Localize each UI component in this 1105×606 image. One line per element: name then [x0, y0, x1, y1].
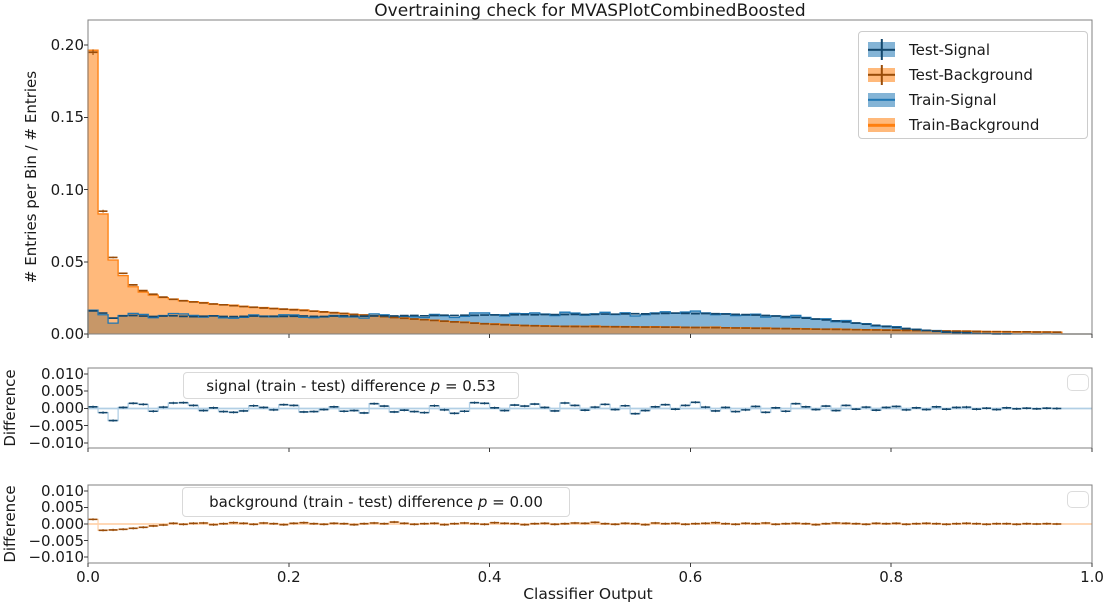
signal-diff-ytick-label: −0.010 — [28, 434, 84, 452]
background-diff-ytick-label: −0.010 — [28, 548, 84, 566]
annotation-text: signal (train - test) difference — [206, 376, 431, 395]
signal-diff-annotation: signal (train - test) difference p = 0.5… — [183, 372, 519, 399]
main-ytick-label: 0.00 — [50, 325, 84, 343]
legend-label: Train-Signal — [909, 90, 997, 109]
p-symbol: p — [430, 376, 441, 395]
main-ytick-label: 0.05 — [50, 253, 84, 271]
xtick-label: 0.2 — [276, 568, 301, 586]
legend-item-train-signal: Train-Signal — [868, 87, 1087, 112]
background-diff-steps — [88, 518, 1092, 532]
legend-item-test-signal: Test-Signal — [868, 37, 1087, 62]
empty-legend-box — [1067, 491, 1089, 508]
main-ytick-label: 0.10 — [50, 181, 84, 199]
legend: Test-Signal Test-Background Train-Signal… — [858, 31, 1088, 139]
legend-label: Train-Background — [909, 116, 1040, 135]
background-diff-ytick-label: 0.010 — [41, 482, 84, 500]
background-diff-annotation: background (train - test) difference p =… — [182, 487, 570, 517]
xtick-label: 0.8 — [879, 568, 904, 586]
empty-legend-box — [1067, 374, 1089, 391]
test-background-errorbar-swatch-icon — [868, 64, 895, 86]
xtick-label: 0.6 — [678, 568, 703, 586]
signal-diff-ytick-label: 0.010 — [41, 365, 84, 383]
main-y-axis-label: # Entries per Bin / # Entries — [22, 70, 40, 284]
xtick-label: 0.0 — [76, 568, 100, 586]
signal-diff-y-axis-label: Difference — [1, 369, 19, 447]
background-diff-ytick-label: 0.000 — [41, 515, 84, 533]
signal-diff-steps — [88, 401, 1092, 422]
test-signal-errorbar-swatch-icon — [868, 39, 895, 60]
legend-item-test-background: Test-Background — [868, 62, 1087, 87]
background-diff-ytick-label: −0.005 — [28, 532, 84, 550]
annotation-text: background (train - test) difference — [209, 493, 478, 511]
xtick-label: 1.0 — [1080, 568, 1104, 586]
legend-label: Test-Background — [909, 65, 1033, 84]
background-diff-ytick-label: 0.005 — [41, 498, 84, 516]
train-signal-swatch-icon — [868, 92, 895, 108]
signal-diff-ytick-label: 0.000 — [41, 399, 84, 417]
p-value: = 0.53 — [440, 376, 496, 395]
x-axis-label: Classifier Output — [523, 585, 653, 603]
xtick-label: 0.4 — [477, 568, 502, 586]
signal-diff-ytick-label: 0.005 — [41, 382, 84, 400]
main-ytick-label: 0.15 — [50, 108, 84, 126]
main-ytick-label: 0.20 — [50, 36, 84, 54]
background-diff-y-axis-label: Difference — [1, 485, 19, 563]
train-background-swatch-icon — [868, 117, 895, 133]
chart-title: Overtraining check for MVASPlotCombinedB… — [374, 1, 806, 21]
signal-diff-ytick-label: −0.005 — [28, 417, 84, 435]
p-value: = 0.00 — [487, 493, 543, 511]
main-histograms — [87, 49, 1092, 335]
p-symbol: p — [477, 493, 488, 511]
main-axes-frame — [84, 19, 1093, 338]
legend-item-train-background: Train-Background — [868, 113, 1087, 138]
background-diff-axes-frame — [84, 484, 1093, 567]
signal-diff-axes-frame — [84, 367, 1093, 452]
legend-label: Test-Signal — [909, 40, 991, 59]
